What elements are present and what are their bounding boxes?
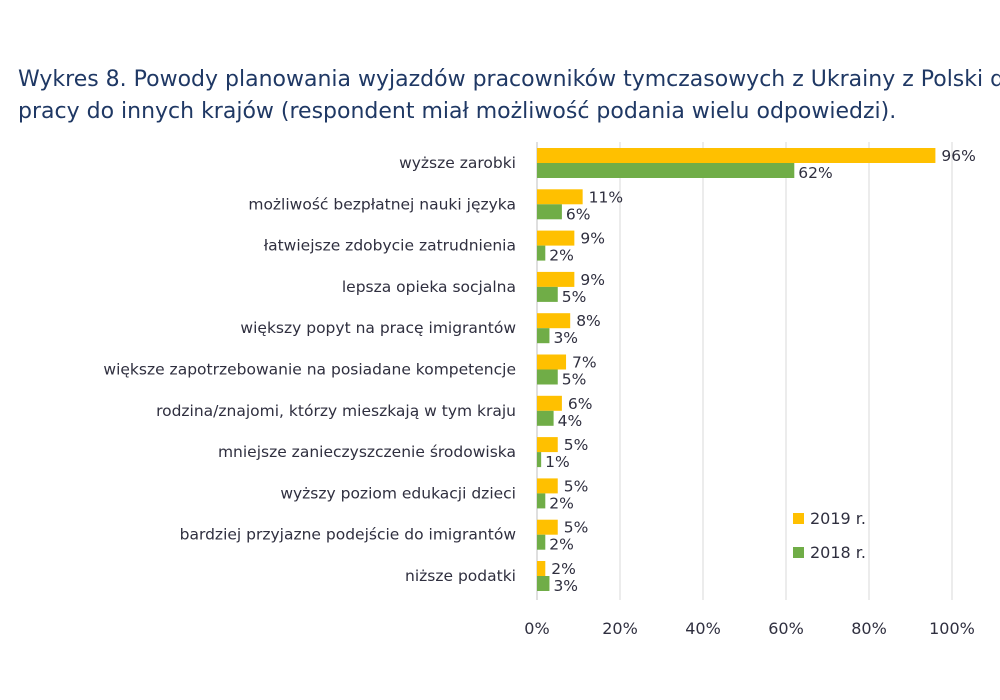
bar-2019 [537, 354, 567, 370]
bar-2019 [537, 271, 575, 287]
category-label: możliwość bezpłatnej nauki języka [248, 195, 516, 213]
x-tick-label: 20% [602, 619, 638, 638]
data-label-2018: 62% [798, 164, 832, 182]
category-label: większe zapotrzebowanie na posiadane kom… [103, 361, 516, 379]
x-tick-label: 40% [685, 619, 721, 638]
category-label: większy popyt na pracę imigrantów [240, 319, 516, 337]
bar-2019 [537, 478, 558, 494]
bar-2018 [537, 204, 562, 220]
data-label-2018: 2% [549, 494, 574, 512]
data-label-2018: 2% [549, 536, 574, 554]
legend-label-2018: 2018 r. [810, 543, 866, 562]
bar-2018 [537, 328, 550, 344]
data-label-2018: 5% [562, 371, 587, 389]
category-label: bardziej przyjazne podejście do imigrant… [180, 526, 517, 544]
data-label-2019: 9% [580, 230, 605, 248]
bar-2019 [537, 395, 562, 411]
bar-2019 [537, 189, 583, 205]
data-label-2019: 11% [589, 188, 623, 206]
category-label: wyższe zarobki [399, 154, 516, 172]
legend-swatch-2018 [793, 547, 804, 558]
bar-2018 [537, 286, 558, 302]
chart-title: Wykres 8. Powody planowania wyjazdów pra… [18, 64, 1000, 128]
data-label-2018: 4% [558, 412, 583, 430]
bar-2018 [537, 163, 795, 178]
data-label-2018: 2% [549, 247, 574, 265]
bar-2018 [537, 452, 542, 468]
legend-swatch-2019 [793, 513, 804, 524]
bar-2018 [537, 410, 554, 426]
category-label: wyższy poziom edukacji dzieci [280, 484, 516, 502]
bar-2018 [537, 534, 546, 550]
bar-2019 [537, 519, 558, 535]
data-label-2019: 2% [551, 560, 576, 578]
x-tick-label: 100% [929, 619, 975, 638]
data-label-2019: 9% [580, 271, 605, 289]
category-label: lepsza opieka socjalna [342, 278, 516, 296]
data-label-2018: 6% [566, 205, 591, 223]
bar-2019 [537, 561, 546, 576]
bar-2018 [537, 245, 546, 261]
bar-2018 [537, 576, 550, 591]
data-label-2019: 5% [564, 436, 589, 454]
x-tick-label: 60% [768, 619, 804, 638]
category-label: łatwiejsze zdobycie zatrudnienia [264, 237, 516, 255]
data-label-2019: 5% [564, 519, 589, 537]
data-label-2019: 5% [564, 477, 589, 495]
category-label: mniejsze zanieczyszczenie środowiska [218, 443, 516, 461]
data-label-2019: 96% [941, 147, 975, 165]
legend-label-2019: 2019 r. [810, 509, 866, 528]
data-label-2019: 8% [576, 312, 601, 330]
bar-2019 [537, 313, 571, 329]
category-label: niższe podatki [405, 567, 516, 585]
data-label-2019: 7% [572, 354, 597, 372]
chart-title-line-1: Wykres 8. Powody planowania wyjazdów pra… [18, 67, 1000, 92]
data-label-2019: 6% [568, 395, 593, 413]
data-label-2018: 3% [553, 329, 578, 347]
bar-2018 [537, 369, 558, 385]
bar-2019 [537, 230, 575, 246]
chart-title-line-2: pracy do innych krajów (respondent miał … [18, 99, 897, 124]
data-label-2018: 5% [562, 288, 587, 306]
data-label-2018: 1% [545, 453, 570, 471]
x-tick-label: 0% [524, 619, 549, 638]
bar-2018 [537, 493, 546, 509]
bar-2019 [537, 437, 558, 453]
data-label-2018: 3% [553, 577, 578, 595]
x-tick-label: 80% [851, 619, 887, 638]
category-label: rodzina/znajomi, którzy mieszkają w tym … [156, 402, 516, 420]
bar-2019 [537, 148, 936, 163]
